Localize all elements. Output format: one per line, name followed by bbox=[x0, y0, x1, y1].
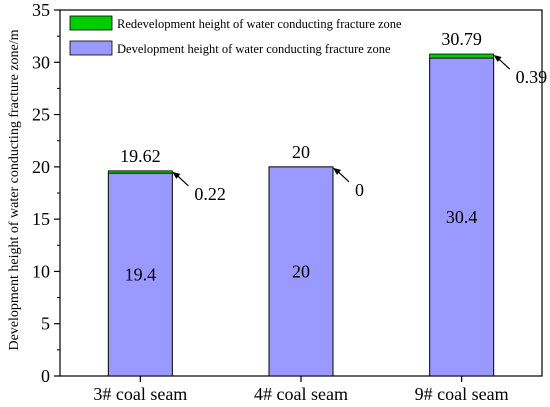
y-axis-title: Development height of water conducting f… bbox=[7, 29, 22, 350]
y-tick-label: 5 bbox=[41, 314, 50, 334]
legend-label: Redevelopment height of water conducting… bbox=[117, 17, 402, 31]
redevelopment-value-label: 0.39 bbox=[516, 67, 548, 87]
y-tick-label: 30 bbox=[32, 52, 50, 72]
annotation-arrowhead bbox=[333, 167, 341, 175]
redevelopment-value-label: 0 bbox=[355, 180, 364, 200]
x-axis-ticks: 3# coal seam 4# coal seam 9# coal seam bbox=[93, 376, 509, 404]
annotations: 19.4 19.62 0.22 20 20 0 30.4 30.79 0.39 bbox=[120, 29, 547, 285]
y-tick-label: 20 bbox=[32, 157, 50, 177]
bar-redevelopment bbox=[107, 170, 173, 174]
legend-swatch bbox=[69, 15, 113, 31]
legend-swatch bbox=[69, 40, 113, 56]
x-tick-label: 3# coal seam bbox=[93, 384, 187, 404]
bars bbox=[107, 53, 495, 377]
x-tick-label: 4# coal seam bbox=[254, 384, 348, 404]
annotation-arrowhead bbox=[172, 171, 181, 179]
redevelopment-value-label: 0.22 bbox=[194, 184, 226, 204]
legend: Redevelopment height of water conducting… bbox=[69, 15, 402, 56]
bar-redevelopment bbox=[429, 53, 495, 59]
y-tick-label: 10 bbox=[32, 261, 50, 281]
y-tick-label: 35 bbox=[32, 0, 50, 20]
bar-total-label: 20 bbox=[292, 142, 310, 162]
y-axis-ticks: 0 5 10 15 20 25 30 35 bbox=[32, 0, 60, 386]
bar-total-label: 19.62 bbox=[120, 146, 161, 166]
y-tick-label: 0 bbox=[41, 366, 50, 386]
bar-total-label: 30.79 bbox=[441, 29, 482, 49]
bar-value-label: 19.4 bbox=[125, 265, 157, 285]
annotation-arrowhead bbox=[493, 55, 502, 63]
x-tick-label: 9# coal seam bbox=[415, 384, 509, 404]
legend-label: Development height of water conducting f… bbox=[117, 42, 391, 56]
y-tick-label: 15 bbox=[32, 209, 50, 229]
y-tick-label: 25 bbox=[32, 105, 50, 125]
bar-development bbox=[268, 166, 334, 377]
bar-value-label: 20 bbox=[292, 261, 310, 281]
bar-value-label: 30.4 bbox=[446, 207, 478, 227]
bar-development bbox=[107, 172, 173, 377]
